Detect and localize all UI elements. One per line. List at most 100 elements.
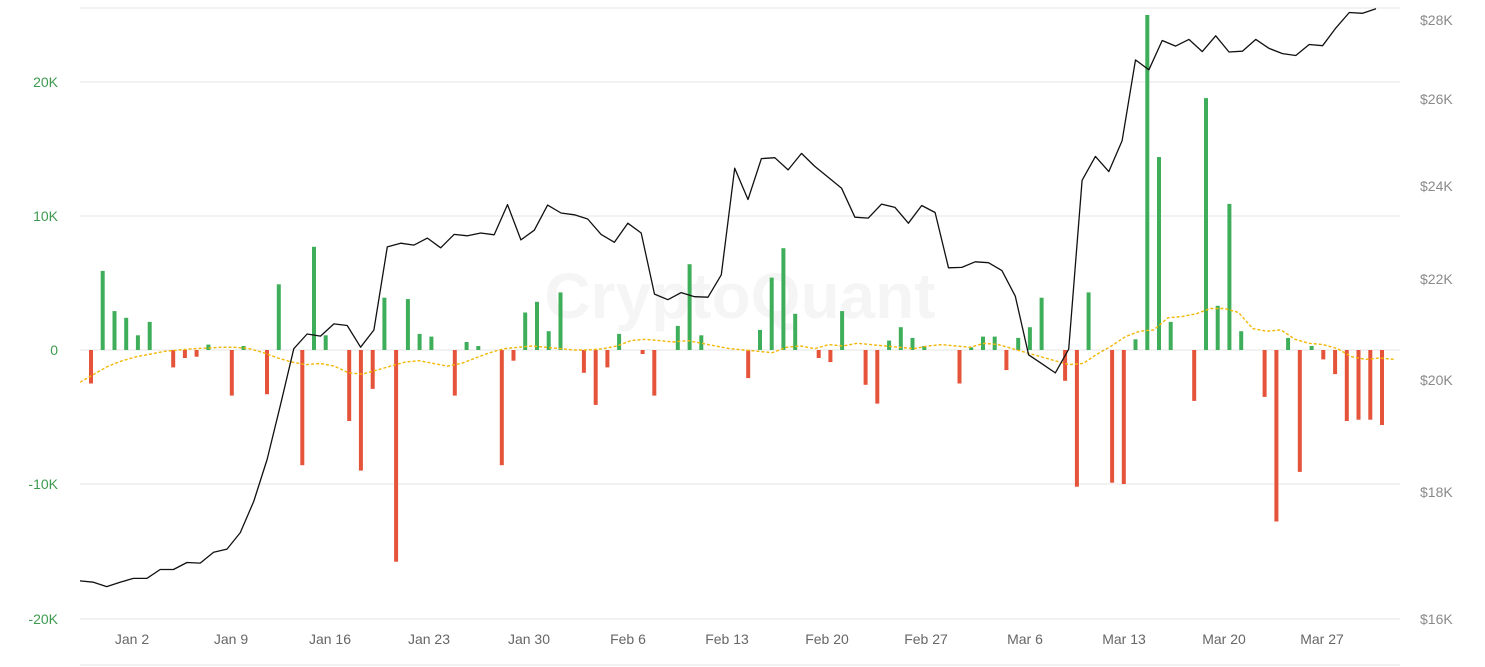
- netflow-bar: [323, 335, 328, 350]
- netflow-bar: [405, 299, 410, 350]
- grid: [80, 7, 1400, 666]
- netflow-bar: [1004, 350, 1009, 371]
- x-axis-tick-label: Jan 9: [214, 631, 248, 647]
- netflow-bar: [605, 350, 610, 368]
- netflow-bar: [1333, 350, 1338, 375]
- netflow-bar: [1356, 350, 1361, 420]
- netflow-bar: [816, 350, 821, 358]
- netflow-bar: [640, 350, 645, 354]
- netflow-bar: [535, 301, 539, 350]
- netflow-bar: [417, 333, 422, 350]
- netflow-bar: [1380, 350, 1384, 425]
- right-axis-tick-label: $22K: [1420, 271, 1453, 287]
- netflow-bar: [1368, 350, 1373, 420]
- netflow-bar: [1086, 292, 1091, 350]
- x-axis-tick-label: Jan 2: [115, 631, 149, 647]
- netflow-bar: [863, 350, 868, 385]
- netflow-bar: [182, 350, 187, 358]
- left-axis-tick-label: -10K: [28, 476, 58, 492]
- netflow-bar: [265, 350, 269, 395]
- x-axis-tick-label: Jan 23: [408, 631, 450, 647]
- x-axis-tick-label: Mar 6: [1007, 631, 1043, 647]
- netflow-bar: [758, 329, 762, 350]
- netflow-bar: [1204, 98, 1208, 350]
- netflow-bar: [135, 335, 140, 350]
- netflow-bar: [1344, 350, 1349, 421]
- netflow-bar: [229, 350, 234, 396]
- netflow-bar: [358, 350, 363, 471]
- netflow-bar: [511, 350, 516, 361]
- netflow-bar: [887, 340, 892, 350]
- netflow-bar: [1027, 327, 1032, 350]
- netflow-bar: [828, 350, 833, 363]
- netflow-bar: [476, 346, 481, 350]
- netflow-bar: [100, 270, 105, 350]
- x-axis-tick-label: Feb 27: [904, 631, 948, 647]
- netflow-bar: [992, 336, 997, 350]
- netflow-bar: [370, 350, 375, 389]
- netflow-bar: [312, 246, 316, 350]
- right-axis-tick-label: $28K: [1420, 12, 1453, 28]
- left-y-axis: 20K 10K 0 -10K -20K: [28, 74, 58, 627]
- netflow-bar: [464, 342, 469, 350]
- netflow-bar: [300, 350, 305, 466]
- netflow-bar: [1321, 350, 1326, 360]
- netflow-bar: [394, 350, 399, 562]
- netflow-bar: [1110, 350, 1115, 483]
- netflow-bar: [617, 333, 622, 350]
- netflow-bar: [1262, 350, 1267, 397]
- netflow-bar: [769, 277, 774, 350]
- left-axis-tick-label: -20K: [28, 611, 58, 627]
- netflow-bar: [1145, 15, 1150, 350]
- x-axis-tick-label: Feb 6: [610, 631, 646, 647]
- netflow-bar: [1039, 297, 1044, 350]
- netflow-bars: [89, 15, 1384, 562]
- x-axis-tick-label: Jan 30: [508, 631, 550, 647]
- netflow-bar: [675, 325, 680, 350]
- netflow-bar: [124, 317, 129, 350]
- netflow-bar: [171, 350, 176, 368]
- x-axis-tick-label: Mar 27: [1300, 631, 1344, 647]
- netflow-bar: [112, 311, 117, 350]
- lines: [79, 8, 1395, 588]
- netflow-bar: [523, 312, 528, 350]
- watermark: CryptoQuant: [544, 260, 935, 332]
- netflow-bar: [147, 321, 152, 350]
- netflow-bar: [1016, 337, 1021, 350]
- x-axis-tick-label: Mar 20: [1202, 631, 1246, 647]
- netflow-bar: [957, 350, 962, 384]
- netflow-bar: [746, 350, 751, 379]
- netflow-bar: [687, 264, 692, 350]
- netflow-bar: [875, 350, 880, 404]
- netflow-bar: [593, 350, 598, 405]
- netflow-bar: [969, 347, 974, 350]
- netflow-bar: [429, 336, 434, 350]
- netflow-bar: [699, 335, 704, 350]
- right-axis-tick-label: $26K: [1420, 91, 1453, 107]
- netflow-bar: [922, 346, 927, 350]
- netflow-bar: [1074, 350, 1079, 487]
- left-axis-tick-label: 20K: [33, 74, 59, 90]
- x-axis-tick-label: Feb 20: [805, 631, 849, 647]
- netflow-bar: [558, 292, 563, 350]
- netflow-bar: [1121, 350, 1126, 484]
- netflow-bar: [1133, 339, 1138, 350]
- netflow-bar: [1215, 305, 1220, 350]
- netflow-bar: [1168, 321, 1173, 350]
- price-line: [79, 8, 1377, 588]
- x-axis: Jan 2 Jan 9 Jan 16 Jan 23 Jan 30 Feb 6 Feb 13 F…: [115, 631, 1344, 647]
- netflow-bar: [452, 350, 457, 396]
- netflow-bar: [1157, 157, 1161, 350]
- netflow-bar: [1274, 350, 1279, 522]
- netflow-bar: [1286, 337, 1291, 350]
- netflow-bar: [581, 350, 586, 373]
- netflow-bar: [194, 350, 199, 357]
- netflow-bar: [910, 337, 915, 350]
- netflow-bar: [206, 344, 211, 350]
- netflow-bar: [1227, 203, 1232, 350]
- netflow-bar: [781, 248, 786, 350]
- netflow-bar: [276, 284, 281, 350]
- netflow-bar: [793, 313, 798, 350]
